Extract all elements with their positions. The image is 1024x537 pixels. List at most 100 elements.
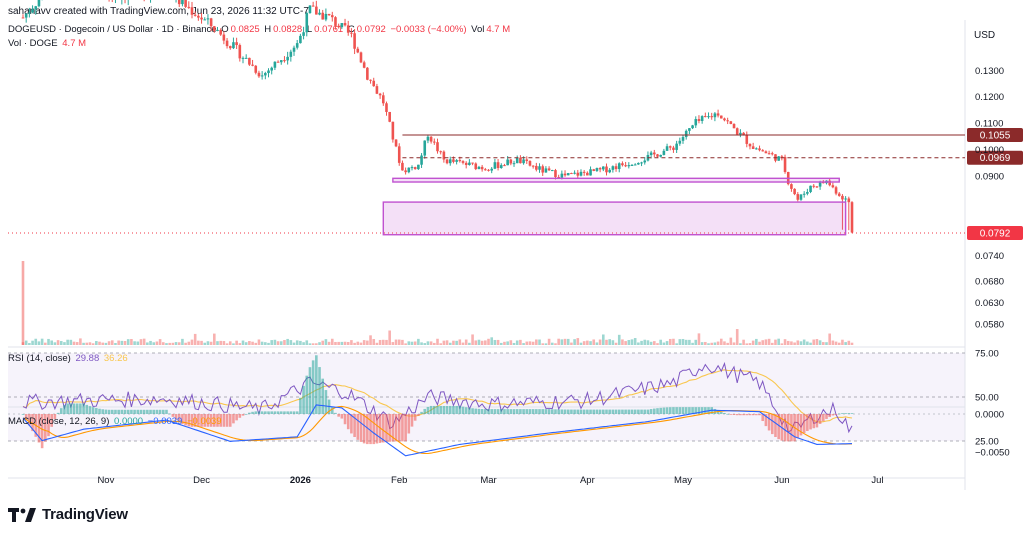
volume-bar <box>279 341 283 345</box>
price-axis-label: 0.1100 <box>975 119 1003 130</box>
volume-bar <box>257 339 261 345</box>
macd-histogram-bar <box>790 414 793 442</box>
price-axis-label: 0.1300 <box>975 66 1004 77</box>
candle-body <box>831 185 835 188</box>
tradingview-brand[interactable]: TradingView <box>8 506 128 523</box>
candle-body <box>617 163 621 170</box>
volume-bar <box>63 342 66 345</box>
candle-body <box>653 152 656 155</box>
volume-bar <box>582 341 586 345</box>
volume-bar <box>767 338 771 345</box>
volume-bar <box>142 338 146 345</box>
volume-bar <box>624 341 627 345</box>
volume-bar <box>850 342 854 345</box>
macd-histogram-bar <box>557 409 560 414</box>
macd-histogram-bar <box>678 407 682 414</box>
volume-bar <box>745 343 749 345</box>
candle-body <box>579 171 583 176</box>
volume-bar <box>75 342 79 345</box>
candle-body <box>442 151 446 160</box>
candle-body <box>850 202 854 233</box>
price-axis-label: 0.0900 <box>975 171 1004 182</box>
volume-bar <box>531 341 535 345</box>
volume-bar <box>79 338 82 345</box>
candle-body <box>302 32 305 36</box>
tradingview-logo-icon <box>8 507 36 522</box>
volume-bar <box>433 342 436 345</box>
volume-bar <box>535 339 538 345</box>
macd-histogram-bar <box>487 409 490 414</box>
volume-bar <box>723 341 726 345</box>
volume-bar <box>397 339 401 345</box>
volume-bar <box>206 341 210 345</box>
candle-body <box>656 154 659 157</box>
macd-histogram-bar <box>538 409 541 414</box>
macd-histogram-bar <box>531 409 535 414</box>
macd-histogram-bar <box>474 408 478 414</box>
volume-bar <box>697 333 701 345</box>
macd-histogram-bar <box>617 409 621 414</box>
candle-body <box>436 142 439 152</box>
time-axis-label: 2026 <box>290 475 311 486</box>
candle-body <box>589 169 592 176</box>
macd-histogram-bar <box>841 413 844 414</box>
candle-body <box>841 195 844 200</box>
macd-histogram-bar <box>582 409 586 414</box>
candle-body <box>232 42 235 49</box>
candle-body <box>828 180 831 186</box>
volume-bar <box>563 338 567 345</box>
macd-histogram-bar <box>436 405 439 414</box>
macd-histogram-bar <box>305 375 309 414</box>
macd-histogram-bar <box>56 412 60 414</box>
candle-body <box>388 111 391 122</box>
candle-body <box>295 43 299 48</box>
volume-bar <box>672 338 675 345</box>
volume-bar <box>152 342 156 345</box>
candle-body <box>448 159 452 164</box>
macd-histogram-bar <box>675 407 678 414</box>
macd-histogram-bar <box>311 360 315 414</box>
macd-histogram-bar <box>484 409 487 414</box>
candle-body <box>503 165 506 167</box>
volume-bar <box>627 340 631 345</box>
macd-histogram-bar <box>238 414 242 418</box>
candle-body <box>793 188 796 195</box>
macd-histogram-bar <box>299 397 302 414</box>
candle-body <box>369 79 372 81</box>
volume-bar <box>327 341 331 345</box>
volume-bar <box>468 342 471 345</box>
candle-body <box>525 159 529 162</box>
volume-bar <box>302 342 305 345</box>
macd-hist-value: 0.0000 <box>114 416 144 427</box>
macd-histogram-bar <box>91 407 95 414</box>
macd-histogram-bar <box>477 408 481 414</box>
macd-histogram-bar <box>630 409 634 414</box>
macd-histogram-bar <box>649 409 653 414</box>
candle-body <box>688 128 691 131</box>
open-value: 0.0825 <box>230 24 260 35</box>
volume-bar <box>165 343 168 345</box>
volume-bar <box>50 340 53 345</box>
candle-body <box>318 12 321 15</box>
candle-body <box>707 116 710 118</box>
volume-bar <box>232 343 235 345</box>
macd-histogram-bar <box>350 414 353 434</box>
currency-label[interactable]: USD <box>974 30 996 41</box>
volume-bar <box>474 340 478 345</box>
candle-body <box>407 167 411 173</box>
macd-histogram-bar <box>445 405 449 414</box>
candle-body <box>780 156 784 158</box>
volume-bar <box>362 340 366 345</box>
macd-histogram-bar <box>244 413 248 415</box>
candle-body <box>713 113 717 118</box>
volume-bar <box>704 341 707 345</box>
candle-body <box>806 191 809 194</box>
volume-bar <box>369 335 372 345</box>
rsi-axis-label: 25.00 <box>975 437 999 448</box>
macd-histogram-bar <box>525 409 529 414</box>
macd-histogram-bar <box>653 408 656 414</box>
volume-bar <box>605 339 608 345</box>
candle-body <box>512 163 516 165</box>
candle-body <box>627 165 631 167</box>
